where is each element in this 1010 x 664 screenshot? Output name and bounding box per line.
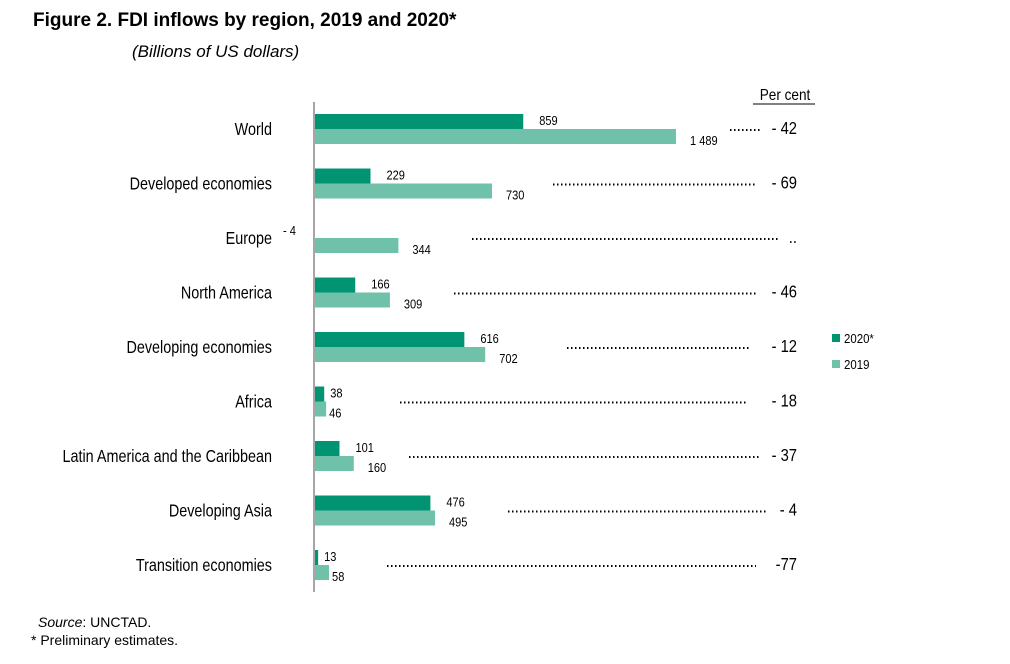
category-label: Latin America and the Caribbean — [62, 447, 272, 467]
category-row: Latin America and the Caribbean 101 160 - 3… — [62, 440, 797, 475]
bar-2019 — [315, 183, 492, 199]
bar-2019 — [315, 238, 399, 253]
percent-header: Per cent — [760, 87, 811, 104]
value-label-2020: 101 — [355, 440, 374, 455]
chart-title: Figure 2. FDI inflows by region, 2019 an… — [33, 10, 457, 31]
category-row: Europe - 4 344.. — [226, 223, 797, 257]
value-label-2020: 38 — [330, 386, 343, 401]
category-label: Developing Asia — [169, 501, 273, 521]
percent-change-label: - 12 — [772, 337, 797, 357]
value-label-2019: 160 — [368, 460, 387, 475]
legend-swatch-2020 — [832, 334, 840, 342]
value-label-2019: 309 — [404, 297, 423, 312]
category-row: Developed economies 229 730 - 69 — [130, 168, 797, 203]
percent-change-label: - 46 — [772, 282, 797, 302]
bar-2019 — [315, 129, 676, 144]
value-label-2019: 46 — [329, 406, 342, 421]
value-label-2020: 476 — [446, 495, 465, 510]
bar-2020 — [315, 495, 431, 511]
category-label: Developed economies — [130, 174, 272, 194]
category-label: Transition economies — [136, 556, 272, 576]
chart-subtitle: (Billions of US dollars) — [132, 42, 300, 61]
value-label-2020: 859 — [539, 113, 558, 128]
legend-swatch-2019 — [832, 360, 840, 368]
value-label-2019: 702 — [499, 351, 518, 366]
value-label-2020: - 4 — [283, 223, 296, 238]
percent-change-label: .. — [789, 228, 797, 248]
value-label-2020: 616 — [480, 331, 499, 346]
category-row: Developing Asia 476 495 - 4 — [169, 495, 797, 530]
source-value: : UNCTAD. — [82, 614, 152, 630]
value-label-2019: 1 489 — [690, 133, 718, 148]
bar-2020 — [315, 114, 524, 129]
value-label-2019: 730 — [506, 188, 525, 203]
category-row: Transition economies 13 58 -77 — [136, 549, 797, 584]
category-row: World 859 1 489 - 42 — [235, 113, 797, 148]
bar-2019 — [315, 510, 436, 526]
source-label: Source — [38, 614, 83, 630]
value-label-2020: 166 — [371, 277, 390, 292]
category-label: Africa — [235, 392, 273, 412]
value-label-2020: 13 — [324, 549, 337, 564]
bar-2020 — [315, 332, 465, 347]
value-label-2020: 229 — [387, 168, 406, 183]
legend: 2020* 2019 — [832, 331, 874, 372]
value-label-2019: 58 — [332, 569, 345, 584]
percent-change-label: - 37 — [772, 446, 797, 466]
legend-label: 2020* — [844, 331, 874, 346]
value-label-2019: 344 — [412, 242, 431, 257]
bar-2020 — [315, 168, 371, 184]
category-label: North America — [181, 283, 273, 303]
category-row: North America 166 309 - 46 — [181, 277, 797, 312]
bar-2019 — [315, 347, 486, 362]
percent-change-label: - 18 — [772, 391, 797, 411]
footnote: * Preliminary estimates. — [31, 632, 179, 648]
legend-label: 2019 — [844, 357, 870, 372]
bar-2020 — [315, 386, 325, 402]
percent-change-label: - 69 — [772, 173, 797, 193]
bar-2019 — [315, 401, 327, 417]
value-label-2019: 495 — [449, 515, 468, 530]
category-label: World — [235, 120, 272, 140]
percent-change-label: -77 — [776, 555, 797, 575]
category-label: Developing economies — [126, 338, 272, 358]
bar-2020 — [315, 441, 340, 456]
bar-2019 — [315, 565, 330, 580]
bar-2019 — [315, 292, 390, 308]
bar-2020 — [315, 277, 356, 293]
source-note: Source: UNCTAD. — [38, 614, 151, 630]
category-label: Europe — [226, 229, 272, 249]
percent-change-label: - 4 — [780, 500, 797, 520]
percent-change-label: - 42 — [772, 119, 797, 139]
category-row: Africa 38 46 - 18 — [235, 386, 797, 421]
bar-2020 — [315, 550, 319, 565]
bar-2019 — [315, 456, 354, 471]
